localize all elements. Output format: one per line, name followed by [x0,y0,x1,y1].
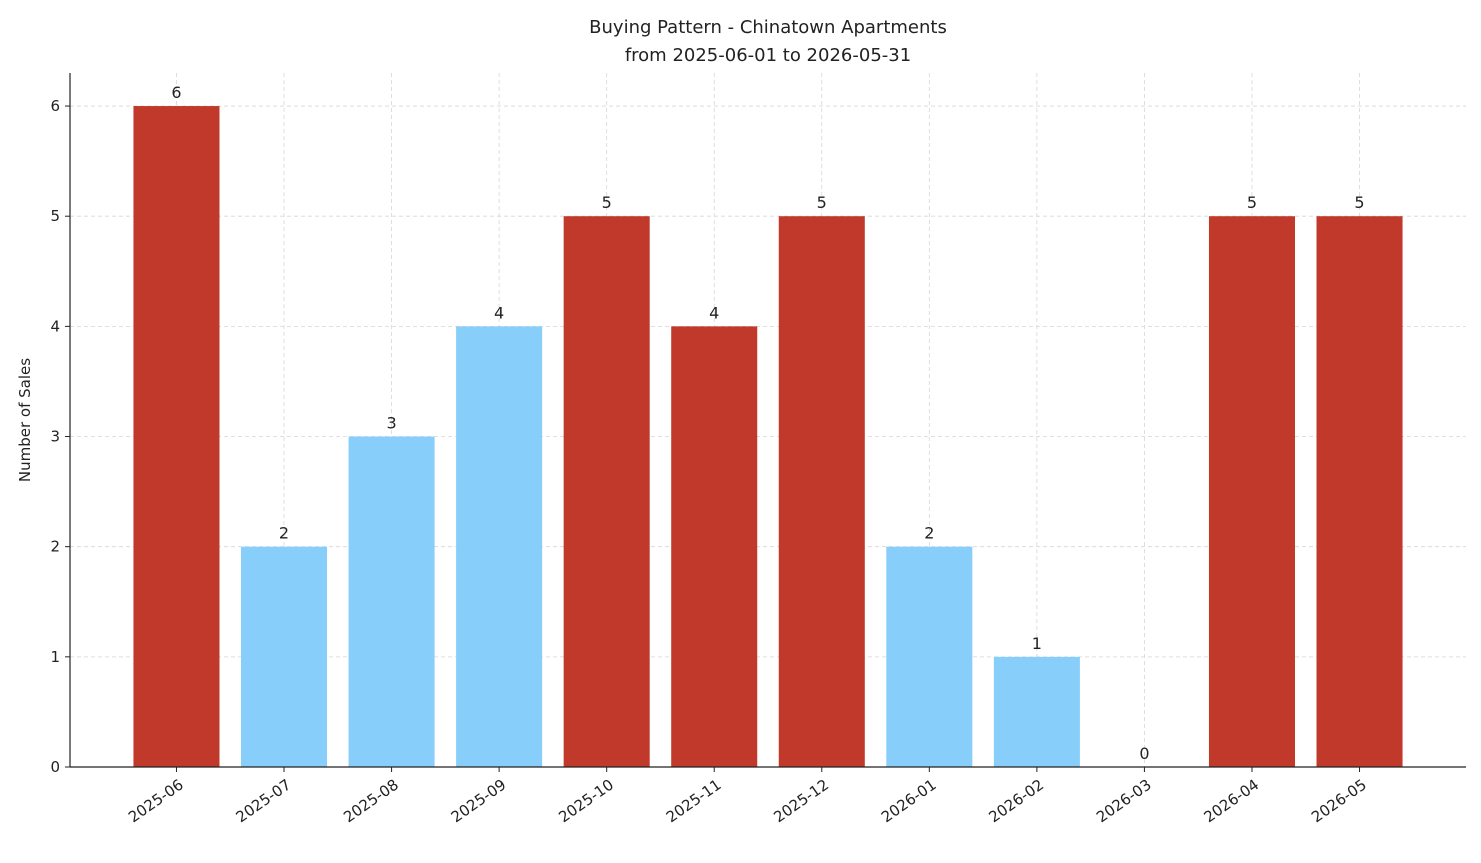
y-tick-label: 6 [50,97,60,115]
value-label: 4 [709,303,719,322]
x-tick-label: 2025-09 [448,776,510,827]
x-tick-label: 2026-03 [1093,776,1155,827]
value-label: 0 [1139,744,1149,763]
value-label: 5 [602,193,612,212]
bar [1208,216,1295,767]
bar [133,106,220,768]
value-label: 5 [1247,193,1257,212]
bar [563,216,650,767]
value-label: 4 [494,303,504,322]
y-tick-label: 2 [50,538,60,556]
bar [456,326,543,767]
bar [993,656,1080,767]
chart-subtitle: from 2025-06-01 to 2026-05-31 [625,45,911,66]
x-tick-label: 2026-05 [1308,776,1370,827]
x-tick-label: 2025-12 [770,776,832,827]
bar [671,326,758,767]
x-tick-label: 2025-10 [555,776,617,827]
bar [778,216,865,767]
value-label: 5 [817,193,827,212]
x-tick-label: 2026-04 [1201,776,1263,827]
bar [241,546,328,767]
x-tick-label: 2025-11 [663,776,725,827]
y-tick-label: 1 [50,648,60,666]
y-axis-label: Number of Sales [16,358,34,482]
x-tick-label: 2026-02 [985,776,1047,827]
x-tick-label: 2025-06 [125,776,187,827]
value-label: 1 [1032,634,1042,653]
y-tick-label: 4 [50,317,60,335]
y-tick-label: 5 [50,207,60,225]
value-label: 3 [386,414,396,433]
y-tick-label: 3 [50,428,60,446]
value-label: 2 [279,524,289,543]
x-tick-label: 2026-01 [878,776,940,827]
bar [1316,216,1403,767]
value-label: 5 [1354,193,1364,212]
bar [886,546,973,767]
x-tick-label: 2025-08 [340,776,402,827]
value-label: 2 [924,524,934,543]
bar [348,436,435,767]
value-label: 6 [171,83,181,102]
chart-title: Buying Pattern - Chinatown Apartments [589,17,947,38]
x-tick-label: 2025-07 [233,776,295,827]
y-tick-label: 0 [50,758,60,776]
